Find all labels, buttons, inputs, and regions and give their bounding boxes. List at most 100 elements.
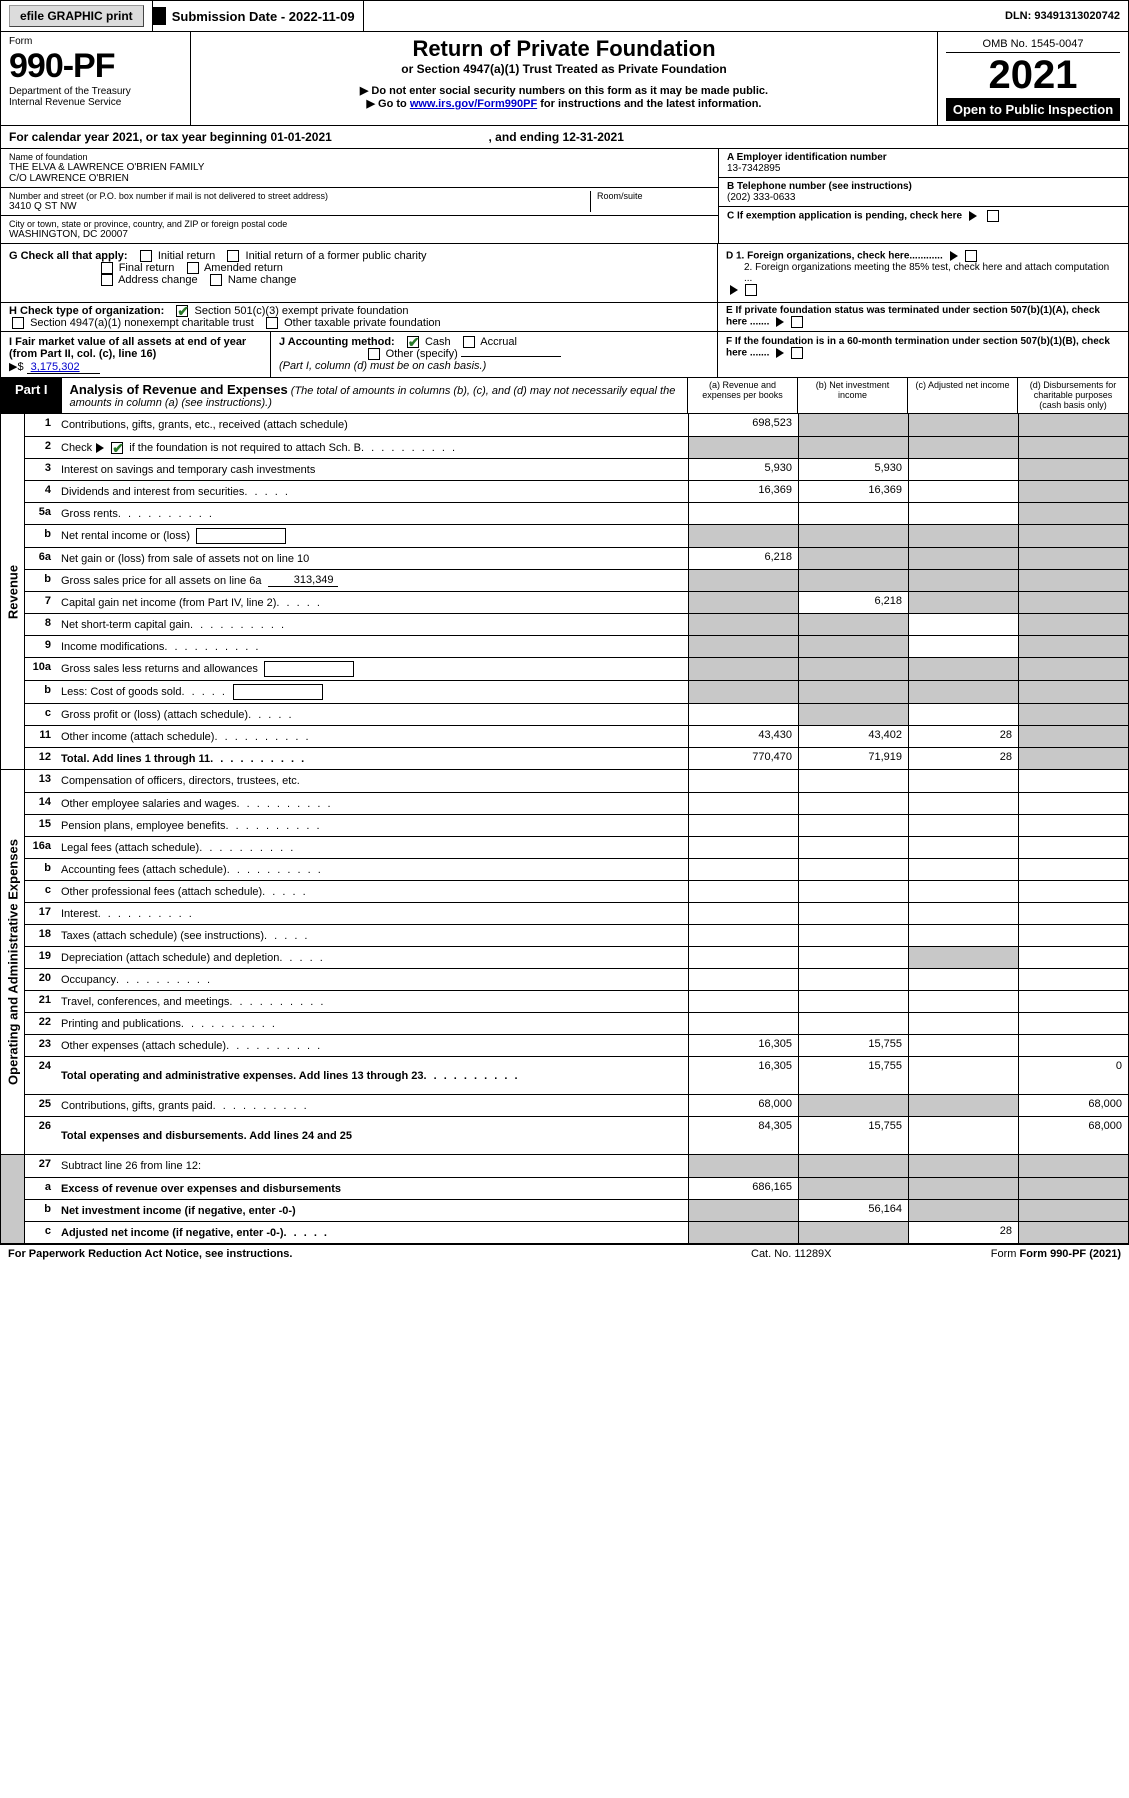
h-4947-checkbox[interactable] <box>12 317 24 329</box>
line-24: 24Total operating and administrative exp… <box>25 1056 1128 1094</box>
g-amended-checkbox[interactable] <box>187 262 199 274</box>
j-cash-checkbox[interactable] <box>407 336 419 348</box>
amount-cell: 68,000 <box>688 1095 798 1116</box>
calendar-year-row: For calendar year 2021, or tax year begi… <box>1 126 1128 149</box>
amount-cell <box>908 548 1018 569</box>
instruction-line-2: ▶ Go to www.irs.gov/Form990PF for instru… <box>199 97 929 110</box>
submission-date-cell: Submission Date - 2022-11-09 <box>153 1 364 31</box>
d1-checkbox[interactable] <box>965 250 977 262</box>
line-number: b <box>25 570 57 591</box>
amount-cell <box>688 903 798 924</box>
efile-print-button[interactable]: efile GRAPHIC print <box>9 5 144 27</box>
form-990pf-link[interactable]: www.irs.gov/Form990PF <box>410 98 537 110</box>
identity-left: Name of foundation THE ELVA & LAWRENCE O… <box>1 149 718 243</box>
line-16a: 16aLegal fees (attach schedule) <box>25 836 1128 858</box>
g-name-checkbox[interactable] <box>210 274 222 286</box>
line-number: 21 <box>25 991 57 1012</box>
h-left: H Check type of organization: Section 50… <box>1 303 718 331</box>
arrow-icon <box>969 211 977 221</box>
form-number: 990-PF <box>9 47 182 86</box>
arrow-icon <box>950 251 958 261</box>
amount-cell <box>908 658 1018 680</box>
amount-cell <box>798 793 908 814</box>
pra-notice: For Paperwork Reduction Act Notice, see … <box>8 1248 751 1260</box>
g-initial-fp-checkbox[interactable] <box>227 250 239 262</box>
part1-tag: Part I <box>1 378 62 413</box>
tel-label: B Telephone number (see instructions) <box>727 181 912 192</box>
line-description: Interest on savings and temporary cash i… <box>57 459 688 480</box>
submission-date-black <box>153 7 166 25</box>
amount-cell <box>1018 636 1128 657</box>
amount-cell: 16,369 <box>688 481 798 502</box>
amount-cell <box>688 704 798 725</box>
g-addr-checkbox[interactable] <box>101 274 113 286</box>
amount-cell <box>1018 815 1128 836</box>
line-16b: bAccounting fees (attach schedule) <box>25 858 1128 880</box>
amount-cell <box>1018 1013 1128 1034</box>
amount-cell <box>1018 837 1128 858</box>
line-number: 6a <box>25 548 57 569</box>
amount-cell <box>1018 1200 1128 1221</box>
amount-cell <box>908 525 1018 547</box>
line-3: 3Interest on savings and temporary cash … <box>25 458 1128 480</box>
f-checkbox[interactable] <box>791 347 803 359</box>
g-initial: Initial return <box>158 250 215 262</box>
line-description: Gross rents <box>57 503 688 524</box>
d2-checkbox[interactable] <box>745 284 757 296</box>
line-number: 25 <box>25 1095 57 1116</box>
h-501c3-checkbox[interactable] <box>176 305 188 317</box>
line-10b: bLess: Cost of goods sold <box>25 680 1128 703</box>
amount-cell <box>688 525 798 547</box>
form-label: Form <box>9 36 182 47</box>
j-accrual-checkbox[interactable] <box>463 336 475 348</box>
amount-cell: 15,755 <box>798 1035 908 1056</box>
amount-cell <box>688 991 798 1012</box>
j-cash: Cash <box>425 336 451 348</box>
line-8: 8Net short-term capital gain <box>25 613 1128 635</box>
e-checkbox[interactable] <box>791 316 803 328</box>
amount-cell <box>1018 1222 1128 1243</box>
amount-cell <box>688 947 798 968</box>
h-other-checkbox[interactable] <box>266 317 278 329</box>
tel-value: (202) 333-0633 <box>727 192 795 203</box>
dept-line-2: Internal Revenue Service <box>9 97 182 108</box>
amount-cell: 770,470 <box>688 748 798 769</box>
line-description: Other employee salaries and wages <box>57 793 688 814</box>
line-description: Total expenses and disbursements. Add li… <box>57 1117 688 1154</box>
amount-cell <box>908 947 1018 968</box>
amount-cell <box>908 681 1018 703</box>
gross-sales-box <box>264 661 354 677</box>
expenses-lines: 13Compensation of officers, directors, t… <box>25 770 1128 1154</box>
g-left: G Check all that apply: Initial return I… <box>1 244 718 302</box>
amount-cell: 6,218 <box>688 548 798 569</box>
city-value: WASHINGTON, DC 20007 <box>9 229 710 240</box>
form-ident-col: Form 990-PF Department of the Treasury I… <box>1 32 191 125</box>
schb-checkbox[interactable] <box>111 442 123 454</box>
line-4: 4Dividends and interest from securities1… <box>25 480 1128 502</box>
amount-cell <box>688 1222 798 1243</box>
g-final-checkbox[interactable] <box>101 262 113 274</box>
amount-cell <box>798 704 908 725</box>
amount-cell <box>1018 881 1128 902</box>
amount-cell <box>1018 459 1128 480</box>
amount-cell <box>908 437 1018 458</box>
c-checkbox[interactable] <box>987 210 999 222</box>
g-label: G Check all that apply: <box>9 250 128 262</box>
form-subtitle: or Section 4947(a)(1) Trust Treated as P… <box>199 62 929 76</box>
j-other-checkbox[interactable] <box>368 348 380 360</box>
line-description: Income modifications <box>57 636 688 657</box>
amount-cell <box>908 414 1018 436</box>
line-description: Pension plans, employee benefits <box>57 815 688 836</box>
amount-cell <box>688 815 798 836</box>
line-number: 5a <box>25 503 57 524</box>
amount-cell <box>1018 570 1128 591</box>
col-b-header: (b) Net investment income <box>798 378 908 413</box>
arrow-icon <box>776 317 784 327</box>
amount-cell <box>688 503 798 524</box>
g-initial-checkbox[interactable] <box>140 250 152 262</box>
form-container: efile GRAPHIC print Submission Date - 20… <box>0 0 1129 1245</box>
line-number: b <box>25 1200 57 1221</box>
addr-label: Number and street (or P.O. box number if… <box>9 191 590 201</box>
g-initial-fp: Initial return of a former public charit… <box>246 250 427 262</box>
identity-right: A Employer identification number 13-7342… <box>718 149 1128 243</box>
